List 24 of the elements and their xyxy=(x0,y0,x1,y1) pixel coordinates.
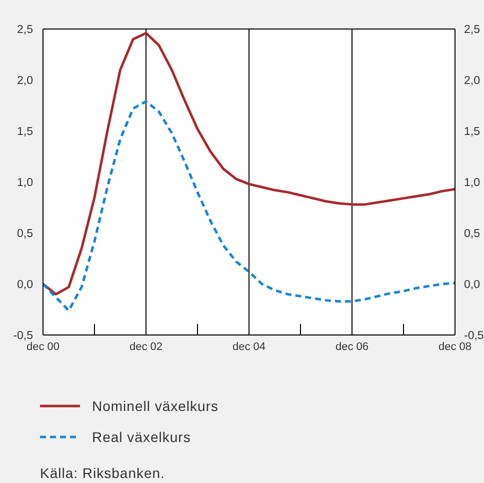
line-series xyxy=(43,32,455,296)
y2-tick-label: 2,0 xyxy=(464,75,480,87)
y2-tick-label: 2,5 xyxy=(464,24,480,36)
legend-label: Real växelkurs xyxy=(92,428,191,444)
y-tick-label: -0,5 xyxy=(13,330,33,342)
y-tick-label: 0,5 xyxy=(17,228,33,240)
y-tick-label: 1,0 xyxy=(17,177,33,189)
y-tick-label: 0,0 xyxy=(17,279,33,291)
y2-tick-label: 0,5 xyxy=(464,228,480,240)
y-tick-label: 1,5 xyxy=(17,126,33,138)
x-tick-label: dec 04 xyxy=(232,341,266,353)
y2-tick-label: 0,0 xyxy=(464,279,480,291)
legend-label: Nominell växelkurs xyxy=(92,398,218,414)
x-tick-label: dec 00 xyxy=(26,341,60,353)
x-tick-label: dec 08 xyxy=(438,341,472,353)
line-series xyxy=(43,100,455,312)
y2-tick-label: 1,5 xyxy=(464,126,480,138)
y2-tick-label: 1,0 xyxy=(464,177,480,189)
y-tick-label: 2,0 xyxy=(17,75,33,87)
text: Källa: Riksbanken. xyxy=(40,465,165,481)
y2-tick-label: -0,5 xyxy=(464,330,484,342)
y-tick-label: 2,5 xyxy=(17,24,33,36)
x-tick-label: dec 02 xyxy=(129,341,163,353)
x-tick-label: dec 06 xyxy=(335,341,369,353)
